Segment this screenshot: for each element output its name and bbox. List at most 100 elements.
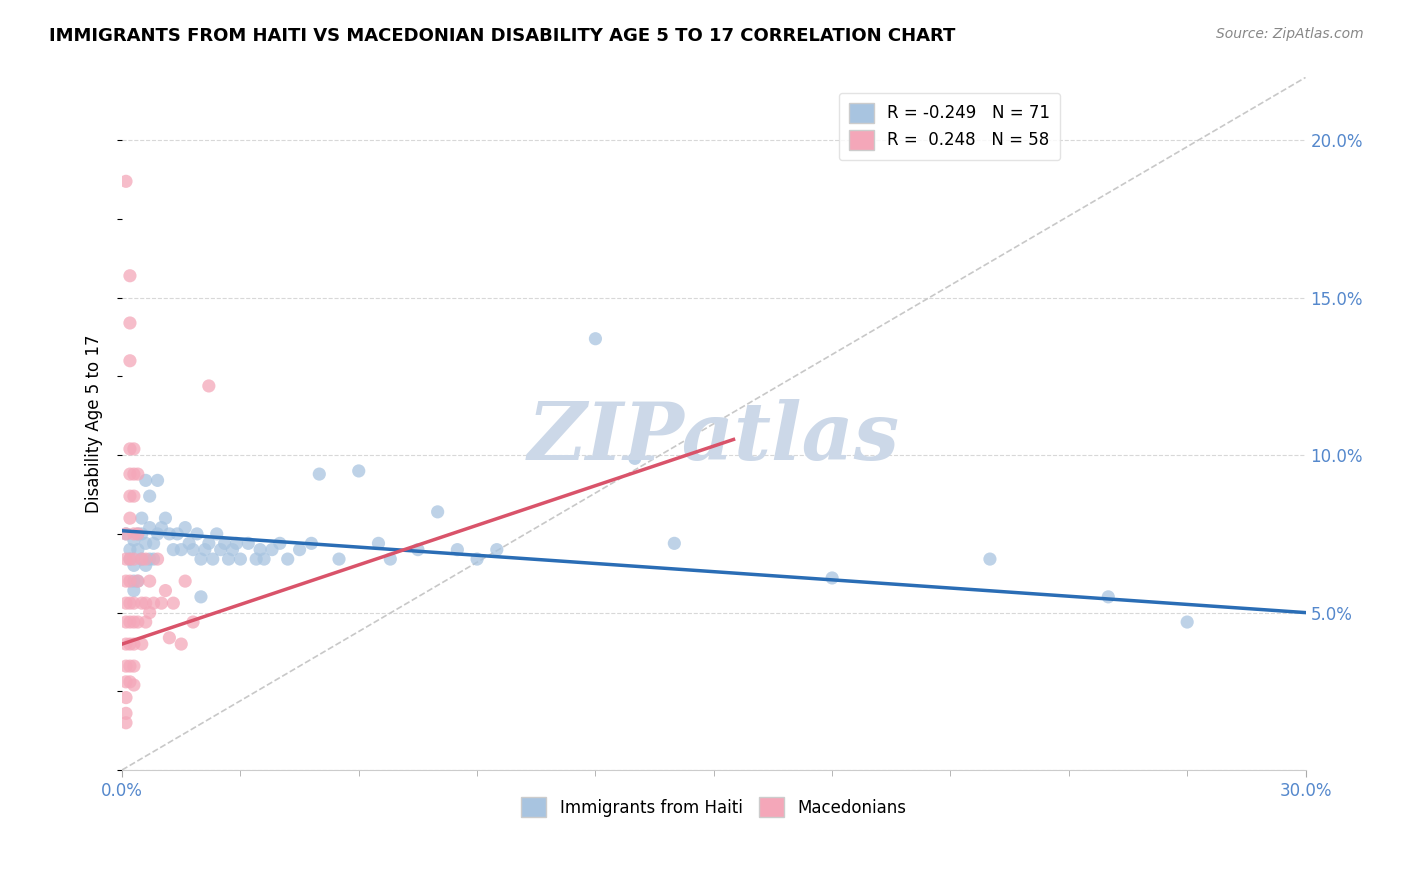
Point	[122, 596, 145, 610]
Point	[115, 674, 138, 689]
Point	[118, 542, 141, 557]
Point	[138, 520, 160, 534]
Point	[198, 536, 221, 550]
Point	[205, 527, 228, 541]
Point	[190, 590, 212, 604]
Point	[269, 536, 291, 550]
Point	[142, 536, 165, 550]
Point	[115, 596, 138, 610]
Point	[122, 489, 145, 503]
Point	[122, 442, 145, 456]
Point	[118, 489, 141, 503]
Point	[155, 583, 177, 598]
Point	[118, 596, 141, 610]
Point	[118, 442, 141, 456]
Point	[135, 596, 157, 610]
Point	[209, 542, 232, 557]
Point	[122, 527, 145, 541]
Point	[135, 615, 157, 629]
Point	[138, 606, 160, 620]
Point	[135, 474, 157, 488]
Point	[122, 583, 145, 598]
Y-axis label: Disability Age 5 to 17: Disability Age 5 to 17	[86, 334, 103, 513]
Point	[166, 527, 188, 541]
Point	[122, 467, 145, 481]
Point	[118, 659, 141, 673]
Point	[127, 574, 149, 588]
Point	[245, 552, 267, 566]
Point	[406, 542, 429, 557]
Point	[118, 637, 141, 651]
Legend: Immigrants from Haiti, Macedonians: Immigrants from Haiti, Macedonians	[515, 790, 912, 824]
Point	[138, 574, 160, 588]
Point	[127, 574, 149, 588]
Point	[127, 542, 149, 557]
Point	[115, 552, 138, 566]
Point	[162, 542, 184, 557]
Point	[131, 552, 153, 566]
Point	[122, 637, 145, 651]
Point	[308, 467, 330, 481]
Point	[277, 552, 299, 566]
Point	[118, 615, 141, 629]
Point	[127, 615, 149, 629]
Point	[347, 464, 370, 478]
Point	[446, 542, 468, 557]
Point	[821, 571, 844, 585]
Point	[174, 520, 197, 534]
Point	[131, 596, 153, 610]
Point	[122, 552, 145, 566]
Point	[174, 574, 197, 588]
Point	[115, 527, 138, 541]
Point	[135, 552, 157, 566]
Point	[162, 596, 184, 610]
Point	[238, 536, 260, 550]
Point	[157, 527, 180, 541]
Point	[127, 527, 149, 541]
Point	[288, 542, 311, 557]
Point	[122, 533, 145, 548]
Point	[118, 674, 141, 689]
Point	[135, 558, 157, 573]
Point	[170, 637, 193, 651]
Point	[299, 536, 322, 550]
Point	[138, 489, 160, 503]
Point	[115, 174, 138, 188]
Point	[465, 552, 488, 566]
Point	[138, 552, 160, 566]
Point	[225, 536, 247, 550]
Point	[122, 659, 145, 673]
Point	[118, 268, 141, 283]
Point	[118, 511, 141, 525]
Point	[127, 527, 149, 541]
Point	[118, 467, 141, 481]
Point	[135, 536, 157, 550]
Point	[131, 637, 153, 651]
Point	[624, 451, 647, 466]
Point	[131, 511, 153, 525]
Point	[146, 474, 169, 488]
Point	[426, 505, 449, 519]
Point	[146, 527, 169, 541]
Text: IMMIGRANTS FROM HAITI VS MACEDONIAN DISABILITY AGE 5 TO 17 CORRELATION CHART: IMMIGRANTS FROM HAITI VS MACEDONIAN DISA…	[49, 27, 956, 45]
Point	[118, 316, 141, 330]
Point	[198, 379, 221, 393]
Point	[155, 511, 177, 525]
Point	[1097, 590, 1119, 604]
Point	[115, 527, 138, 541]
Point	[122, 678, 145, 692]
Point	[115, 574, 138, 588]
Point	[229, 552, 252, 566]
Point	[118, 353, 141, 368]
Point	[181, 542, 204, 557]
Point	[179, 536, 201, 550]
Point	[253, 552, 276, 566]
Point	[142, 596, 165, 610]
Point	[664, 536, 686, 550]
Point	[115, 690, 138, 705]
Point	[1175, 615, 1198, 629]
Point	[170, 542, 193, 557]
Point	[115, 659, 138, 673]
Point	[131, 552, 153, 566]
Point	[157, 631, 180, 645]
